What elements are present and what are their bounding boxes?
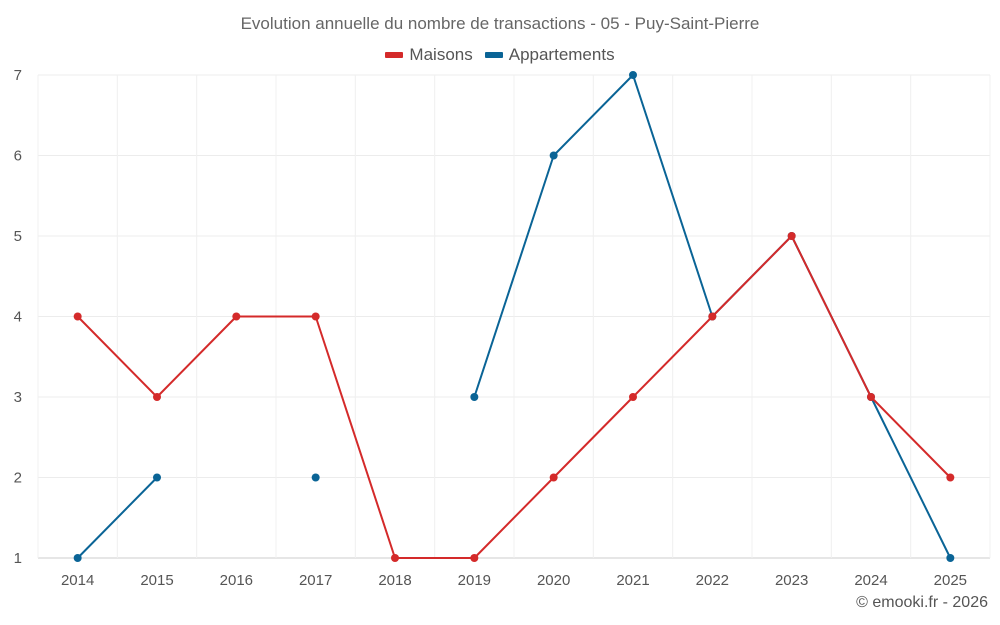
axes: 1 2 3 4 5 6 7 2014 2015 2016 2017 2018 2019 2020 2021 2… [14, 67, 967, 589]
credit-text: © emooki.fr - 2026 [856, 594, 988, 611]
y-tick-label: 3 [14, 389, 22, 406]
data-point-appartements [311, 473, 320, 482]
data-point-maisons [391, 554, 399, 562]
x-tick-label: 2019 [458, 572, 491, 589]
series-maisons [73, 232, 955, 562]
data-point-maisons [470, 554, 479, 562]
x-tick-label: 2023 [775, 572, 808, 589]
data-point-maisons [946, 473, 955, 482]
series-line-maisons [76, 235, 952, 559]
series-layer [73, 71, 955, 562]
data-point-maisons [708, 312, 717, 321]
y-tick-label: 4 [14, 309, 22, 326]
data-point-maisons [549, 473, 558, 482]
y-tick-label: 1 [14, 550, 22, 567]
data-point-maisons [629, 393, 637, 401]
data-point-maisons [153, 393, 161, 401]
data-point-appartements [629, 71, 637, 79]
x-tick-label: 2017 [299, 572, 332, 589]
x-tick-label: 2018 [378, 572, 411, 589]
y-tick-label: 7 [14, 67, 22, 84]
data-point-appartements [946, 554, 955, 562]
x-tick-label: 2024 [854, 572, 887, 589]
data-point-maisons [311, 312, 320, 321]
x-tick-label: 2021 [616, 572, 649, 589]
data-point-appartements [73, 554, 82, 562]
x-tick-label: 2015 [140, 572, 173, 589]
data-point-appartements [153, 473, 161, 482]
data-point-maisons [73, 312, 82, 321]
legend-label-maisons: Maisons [409, 45, 473, 64]
y-tick-label: 6 [14, 148, 22, 165]
series-line-appartements [76, 476, 158, 559]
chart-title: Evolution annuelle du nombre de transact… [240, 14, 760, 33]
grid-lines [37, 74, 991, 559]
legend-swatch-appartements [484, 52, 503, 58]
legend-item-maisons[interactable]: Maisons [385, 45, 473, 65]
x-tick-label: 2016 [220, 572, 253, 589]
x-tick-label: 2020 [537, 572, 570, 589]
data-point-maisons [867, 393, 875, 401]
legend-item-appartements[interactable]: Appartements [484, 45, 615, 65]
x-tick-label: 2025 [934, 572, 967, 589]
data-point-maisons [232, 312, 241, 321]
x-tick-label: 2022 [696, 572, 729, 589]
legend-swatch-maisons [385, 52, 404, 58]
legend-label-appartements: Appartements [508, 45, 615, 64]
y-tick-label: 5 [14, 228, 22, 245]
y-tick-label: 2 [14, 470, 22, 487]
data-point-appartements [549, 151, 558, 160]
legend: Maisons Appartements [0, 45, 1000, 65]
x-tick-label: 2014 [61, 572, 94, 589]
data-point-maisons [787, 232, 796, 240]
data-point-appartements [470, 393, 479, 401]
